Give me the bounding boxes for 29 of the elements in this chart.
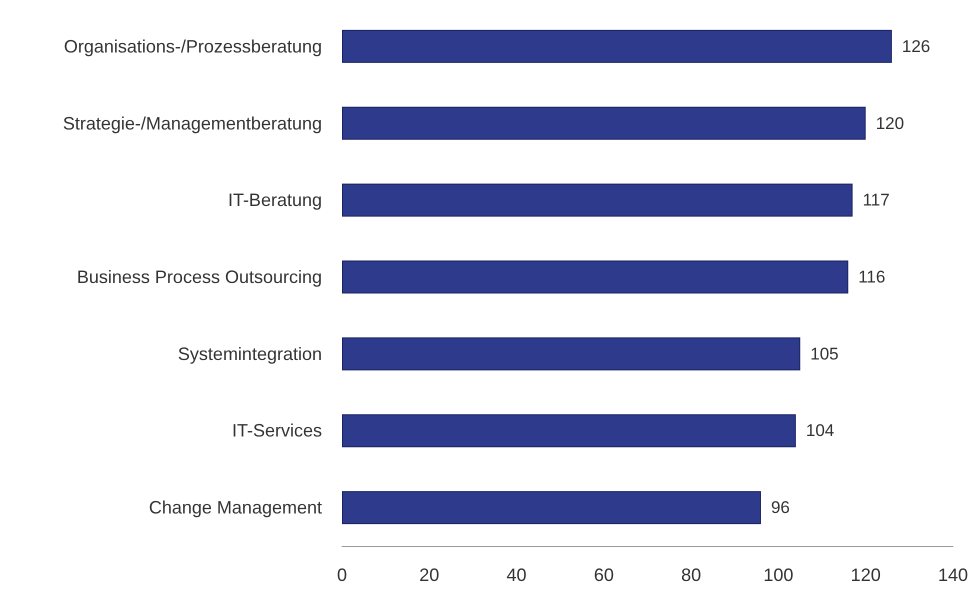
data-label: 105 (810, 344, 839, 364)
bar (342, 260, 848, 294)
y-tick-label: Business Process Outsourcing (76, 267, 322, 287)
data-label: 116 (858, 268, 886, 286)
bar (342, 337, 800, 370)
y-tick-label: Change Management (148, 498, 322, 518)
y-tick-label: IT-Beratung (228, 190, 322, 210)
x-tick-label: 0 (336, 565, 348, 585)
data-label: 126 (902, 36, 930, 56)
bar (342, 106, 866, 140)
data-label: 96 (770, 498, 790, 518)
x-tick-label: 100 (763, 565, 794, 585)
bar (342, 491, 761, 524)
bar (342, 184, 853, 217)
bar (342, 30, 892, 63)
y-tick-label: Systemintegration (178, 344, 322, 364)
x-tick-label: 140 (938, 565, 968, 585)
data-label: 104 (806, 421, 834, 440)
data-label: 117 (862, 190, 890, 210)
x-tick-label: 120 (850, 565, 881, 585)
x-tick-label: 60 (594, 565, 614, 585)
y-tick-label: IT-Services (232, 420, 322, 441)
data-label: 120 (876, 114, 904, 133)
y-tick-label: Strategie-/Managementberatung (62, 113, 322, 134)
x-tick-label: 80 (681, 565, 702, 585)
bar (342, 414, 796, 448)
x-tick-label: 20 (419, 565, 440, 585)
y-tick-label: Organisations-/Prozessberatung (64, 36, 322, 56)
x-tick-label: 40 (506, 565, 527, 585)
